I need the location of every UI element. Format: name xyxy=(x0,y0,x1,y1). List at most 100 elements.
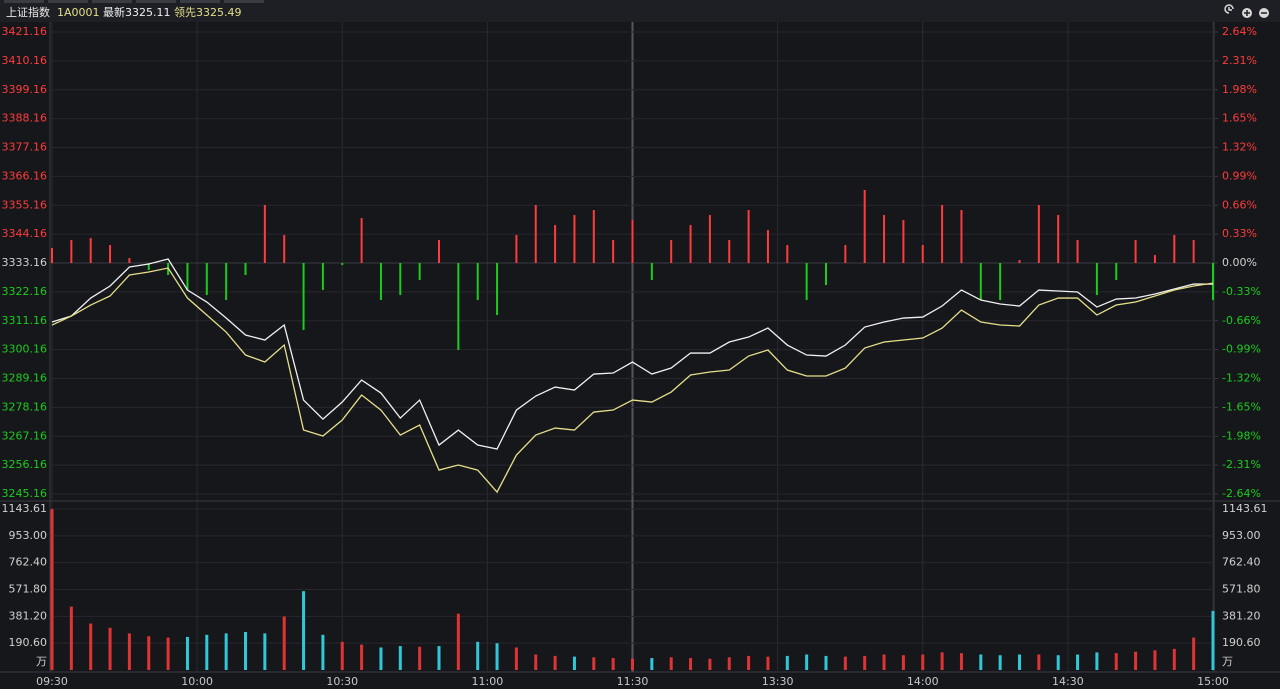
volume-bar xyxy=(1018,654,1021,670)
volume-bar xyxy=(340,641,344,670)
tab[interactable] xyxy=(136,0,176,3)
volume-tick-label: 953.00 xyxy=(9,529,48,542)
volume-tick-label: 762.40 xyxy=(9,556,48,569)
volume-bar xyxy=(205,634,209,670)
y2-tick-label: -0.66% xyxy=(1222,314,1261,327)
x-tick-label: 10:30 xyxy=(326,675,358,688)
y-tick-label: 3388.16 xyxy=(2,112,48,125)
volume-tick-label: 953.00 xyxy=(1222,529,1261,542)
volume-tick-label: 190.60 xyxy=(1222,636,1261,649)
volume-bar xyxy=(456,613,460,670)
volume-bar xyxy=(669,657,673,670)
legend-latest: 最新3325.11 xyxy=(103,5,171,19)
x-tick-label: 14:30 xyxy=(1052,675,1084,688)
volume-bar xyxy=(185,636,189,670)
volume-bar xyxy=(244,631,247,670)
tab[interactable] xyxy=(224,0,264,3)
y2-tick-label: -0.99% xyxy=(1222,343,1261,356)
volume-bar xyxy=(998,655,1002,670)
volume-bar xyxy=(631,658,634,670)
volume-bar xyxy=(901,655,905,670)
tab[interactable] xyxy=(92,0,132,3)
volume-bar xyxy=(50,509,54,670)
legend-label: 最新 xyxy=(103,5,125,19)
toolbar xyxy=(1224,4,1269,18)
volume-bar xyxy=(108,627,112,670)
price-line xyxy=(51,267,1214,494)
volume-bar xyxy=(650,658,654,670)
y-tick-label: 3322.16 xyxy=(2,285,48,298)
refresh-button[interactable] xyxy=(1224,4,1234,14)
volume-bar xyxy=(321,634,325,670)
volume-bar xyxy=(592,657,596,670)
y-tick-label: 3344.16 xyxy=(2,227,48,240)
volume-bar xyxy=(805,654,809,670)
y2-tick-label: -2.31% xyxy=(1222,458,1261,471)
volume-bar xyxy=(611,658,615,670)
legend-value: 3325.11 xyxy=(125,6,171,19)
y-tick-label: 3311.16 xyxy=(2,314,48,327)
tab[interactable] xyxy=(4,0,44,3)
volume-bar xyxy=(1211,610,1215,670)
volume-tick-label: 190.60 xyxy=(9,636,48,649)
legend-label: 领先 xyxy=(174,6,196,19)
y2-tick-label: -1.32% xyxy=(1222,372,1261,385)
y-tick-label: 3256.16 xyxy=(2,458,48,471)
volume-bar xyxy=(495,643,499,670)
y2-tick-label: 2.31% xyxy=(1222,54,1257,67)
volume-bar xyxy=(959,653,963,670)
y2-tick-label: 0.99% xyxy=(1222,169,1257,182)
volume-bar xyxy=(766,656,770,670)
y-tick-label: 3267.16 xyxy=(2,429,48,442)
volume-bar xyxy=(979,654,983,670)
volume-bar xyxy=(534,654,538,670)
volume-bar xyxy=(882,654,886,670)
volume-bar xyxy=(572,656,576,670)
volume-bar xyxy=(398,646,402,670)
volume-bar xyxy=(69,606,73,670)
volume-bar xyxy=(1153,650,1157,670)
x-tick-label: 11:30 xyxy=(617,675,649,688)
volume-unit: 万 xyxy=(36,655,47,668)
y-tick-label: 3333.16 xyxy=(2,256,48,269)
volume-bar xyxy=(1192,637,1196,670)
y2-tick-label: -1.65% xyxy=(1222,400,1261,413)
tab[interactable] xyxy=(48,0,88,3)
y-tick-label: 3421.16 xyxy=(2,25,48,38)
y2-tick-label: 1.32% xyxy=(1222,141,1257,154)
zoom-in-icon xyxy=(1244,10,1250,16)
volume-bar xyxy=(863,655,867,670)
volume-bar xyxy=(1172,648,1176,670)
volume-bar xyxy=(166,637,170,670)
legend-leading: 领先3325.49 xyxy=(174,6,242,19)
legend-value: 3325.49 xyxy=(196,6,242,19)
price-line xyxy=(51,258,1214,450)
y-tick-label: 3278.16 xyxy=(2,400,48,413)
volume-bar xyxy=(708,658,712,670)
y-tick-label: 3399.16 xyxy=(2,83,48,96)
volume-bar xyxy=(127,633,131,670)
tab[interactable] xyxy=(180,0,220,3)
volume-tick-label: 1143.61 xyxy=(2,502,48,515)
volume-bar xyxy=(1095,652,1099,670)
volume-bar xyxy=(921,654,925,670)
volume-bar xyxy=(1056,655,1060,670)
volume-bar xyxy=(727,657,731,670)
x-tick-label: 11:00 xyxy=(472,675,504,688)
volume-bar xyxy=(1037,654,1041,670)
volume-bar xyxy=(1114,653,1118,670)
volume-bar xyxy=(514,647,518,670)
y2-tick-label: -2.64% xyxy=(1222,487,1261,500)
index-code: 1A0001 xyxy=(57,6,100,19)
index-name: 上证指数 xyxy=(6,5,50,19)
y-tick-label: 3410.16 xyxy=(2,54,48,67)
x-tick-label: 14:00 xyxy=(907,675,939,688)
volume-bar xyxy=(843,656,847,670)
volume-bar xyxy=(282,616,286,670)
volume-tick-label: 762.40 xyxy=(1222,556,1261,569)
volume-bar xyxy=(360,644,364,670)
y2-tick-label: 1.98% xyxy=(1222,83,1257,96)
volume-bar xyxy=(224,633,228,670)
x-tick-label: 09:30 xyxy=(36,675,68,688)
volume-bar xyxy=(785,655,789,670)
